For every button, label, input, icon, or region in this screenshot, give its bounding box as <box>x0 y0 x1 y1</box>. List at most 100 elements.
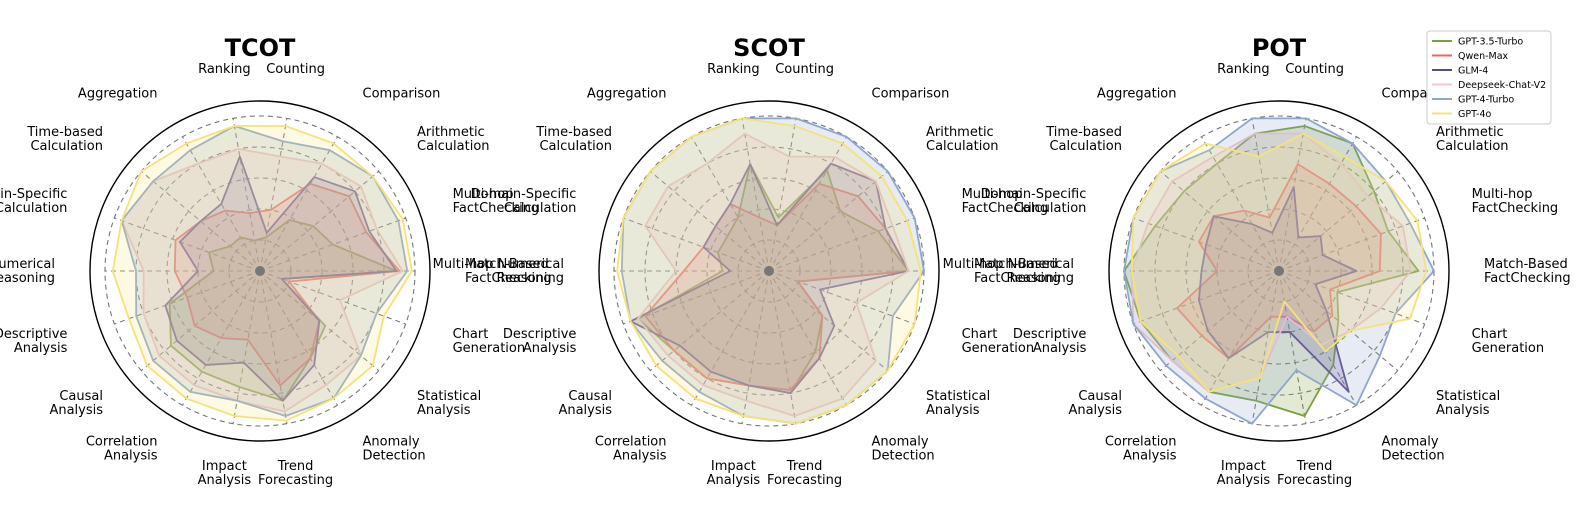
grid-spoke <box>259 118 288 272</box>
category-label: Chart Generation <box>962 327 1035 356</box>
grid-spoke <box>768 136 847 272</box>
category-label: Causal Analysis <box>49 389 103 418</box>
grid-spoke <box>1278 270 1357 406</box>
category-label: Statistical Analysis <box>926 389 990 418</box>
category-label: Ranking <box>707 62 760 77</box>
category-label: Arithmetic Calculation <box>926 125 999 154</box>
category-label: Chart Generation <box>453 327 526 356</box>
center-dot <box>1274 266 1284 276</box>
grid-spoke <box>140 270 261 372</box>
grid-spoke <box>1159 270 1280 372</box>
grid-spoke <box>114 217 261 272</box>
series-gpt-3-5-turbo <box>637 163 910 395</box>
category-label: Time-based Calculation <box>535 125 612 154</box>
grid-spoke <box>768 118 797 272</box>
grid-spoke <box>623 270 770 325</box>
grid-spoke <box>259 136 338 272</box>
grid-spoke <box>1133 270 1280 325</box>
grid-spoke <box>768 270 847 406</box>
radar-frame <box>89 100 431 442</box>
category-label: Descriptive Analysis <box>0 327 68 356</box>
grid-spoke <box>140 170 261 272</box>
category-label: Causal Analysis <box>558 389 612 418</box>
grid-spoke <box>1278 270 1425 325</box>
radar-chart-pot: Match-Based FactChecking Multi-hop FactChec… <box>943 34 1571 488</box>
category-label: Correlation Analysis <box>86 435 158 464</box>
category-label: Causal Analysis <box>1068 389 1122 418</box>
series-glm-4 <box>164 155 398 402</box>
grid-spoke <box>1251 270 1280 424</box>
series-deepseek-chat-v2 <box>120 147 404 413</box>
category-label: Arithmetic Calculation <box>1436 125 1509 154</box>
legend-label: Deepseek-Chat-V2 <box>1458 80 1546 91</box>
category-label: Comparison <box>872 87 950 102</box>
category-label: Multi-hop FactChecking <box>1472 187 1559 216</box>
category-label: Multi-hop FactChecking <box>453 187 540 216</box>
category-label: Aggregation <box>587 87 667 102</box>
grid-spoke <box>1278 270 1399 372</box>
category-label: Statistical Analysis <box>417 389 481 418</box>
category-label: Impact Analysis <box>1217 459 1271 488</box>
category-label: Counting <box>1285 62 1344 77</box>
category-label: Multi-hop FactChecking <box>962 187 1049 216</box>
radar-frame <box>1108 100 1450 442</box>
grid-ring <box>197 208 323 334</box>
category-label: Aggregation <box>78 87 158 102</box>
grid-spoke <box>768 270 797 424</box>
grid-ring <box>644 146 894 396</box>
grid-spoke <box>1251 118 1280 272</box>
category-label: Match-Based FactChecking <box>465 257 552 286</box>
grid-spoke <box>182 270 261 406</box>
category-label: Correlation Analysis <box>595 435 667 464</box>
category-label: Match-Based FactChecking <box>974 257 1061 286</box>
series-qwen-max <box>1176 163 1382 360</box>
center-dot <box>255 266 265 276</box>
category-label: Arithmetic Calculation <box>417 125 490 154</box>
grid-spoke <box>768 217 915 272</box>
grid-spoke <box>259 170 380 272</box>
category-label: Correlation Analysis <box>1105 435 1177 464</box>
grid-spoke <box>259 270 338 406</box>
category-label: Descriptive Analysis <box>1013 327 1087 356</box>
grid-spoke <box>182 136 261 272</box>
legend-label: GLM-4 <box>1458 66 1488 77</box>
category-label: Anomaly Detection <box>872 435 935 464</box>
category-label: Match-Based FactChecking <box>1484 257 1571 286</box>
grid-spoke <box>259 217 406 272</box>
category-label: Ranking <box>1217 62 1270 77</box>
radar-chart-scot: Match-Based FactChecking Multi-hop FactChec… <box>433 34 1061 488</box>
series-glm-4 <box>629 162 910 395</box>
grid-spoke <box>259 270 380 372</box>
grid-spoke <box>649 270 770 372</box>
legend-label: Qwen-Max <box>1458 51 1509 62</box>
category-label: Anomaly Detection <box>363 435 426 464</box>
category-label: Impact Analysis <box>198 459 252 488</box>
grid-spoke <box>259 270 288 424</box>
category-label: Trend Forecasting <box>767 459 842 488</box>
grid-spoke <box>741 118 770 272</box>
category-label: Descriptive Analysis <box>503 327 577 356</box>
series-deepseek-chat-v2 <box>637 132 910 417</box>
grid-spoke <box>114 270 261 325</box>
legend-label: GPT-4o <box>1458 109 1491 120</box>
category-label: Counting <box>266 62 325 77</box>
legend: GPT-3.5-Turbo Qwen-Max GLM-4 Deepseek-Chat-… <box>1426 30 1552 125</box>
category-label: Trend Forecasting <box>258 459 333 488</box>
category-label: Impact Analysis <box>707 459 761 488</box>
legend-box <box>1426 30 1552 125</box>
category-label: Anomaly Detection <box>1382 435 1445 464</box>
grid-spoke <box>1133 217 1280 272</box>
grid-spoke <box>1159 170 1280 272</box>
category-label: Statistical Analysis <box>1436 389 1500 418</box>
grid-ring <box>1154 146 1404 396</box>
grid-spoke <box>1201 270 1280 406</box>
category-label: Comparison <box>363 87 441 102</box>
grid-spoke <box>232 270 261 424</box>
grid-spoke <box>259 270 406 325</box>
